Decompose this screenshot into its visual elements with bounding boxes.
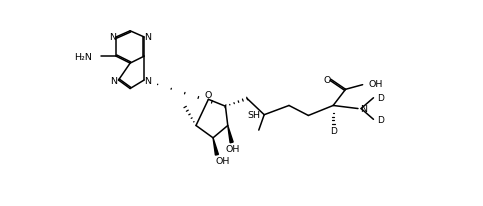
Text: N: N — [144, 76, 152, 85]
Text: N: N — [110, 76, 117, 85]
Text: D: D — [377, 115, 384, 124]
Text: OH: OH — [225, 144, 240, 153]
Text: O: O — [205, 91, 212, 100]
Polygon shape — [213, 138, 218, 155]
Text: OH: OH — [368, 79, 383, 88]
Text: OH: OH — [216, 157, 230, 166]
Text: D: D — [330, 126, 337, 135]
Polygon shape — [228, 126, 233, 143]
Text: D: D — [377, 94, 384, 103]
Text: N: N — [144, 33, 152, 42]
Text: H₂N: H₂N — [74, 52, 92, 61]
Text: N: N — [109, 33, 116, 42]
Text: O: O — [323, 75, 331, 84]
Text: SH: SH — [247, 111, 260, 120]
Text: N: N — [360, 104, 367, 114]
